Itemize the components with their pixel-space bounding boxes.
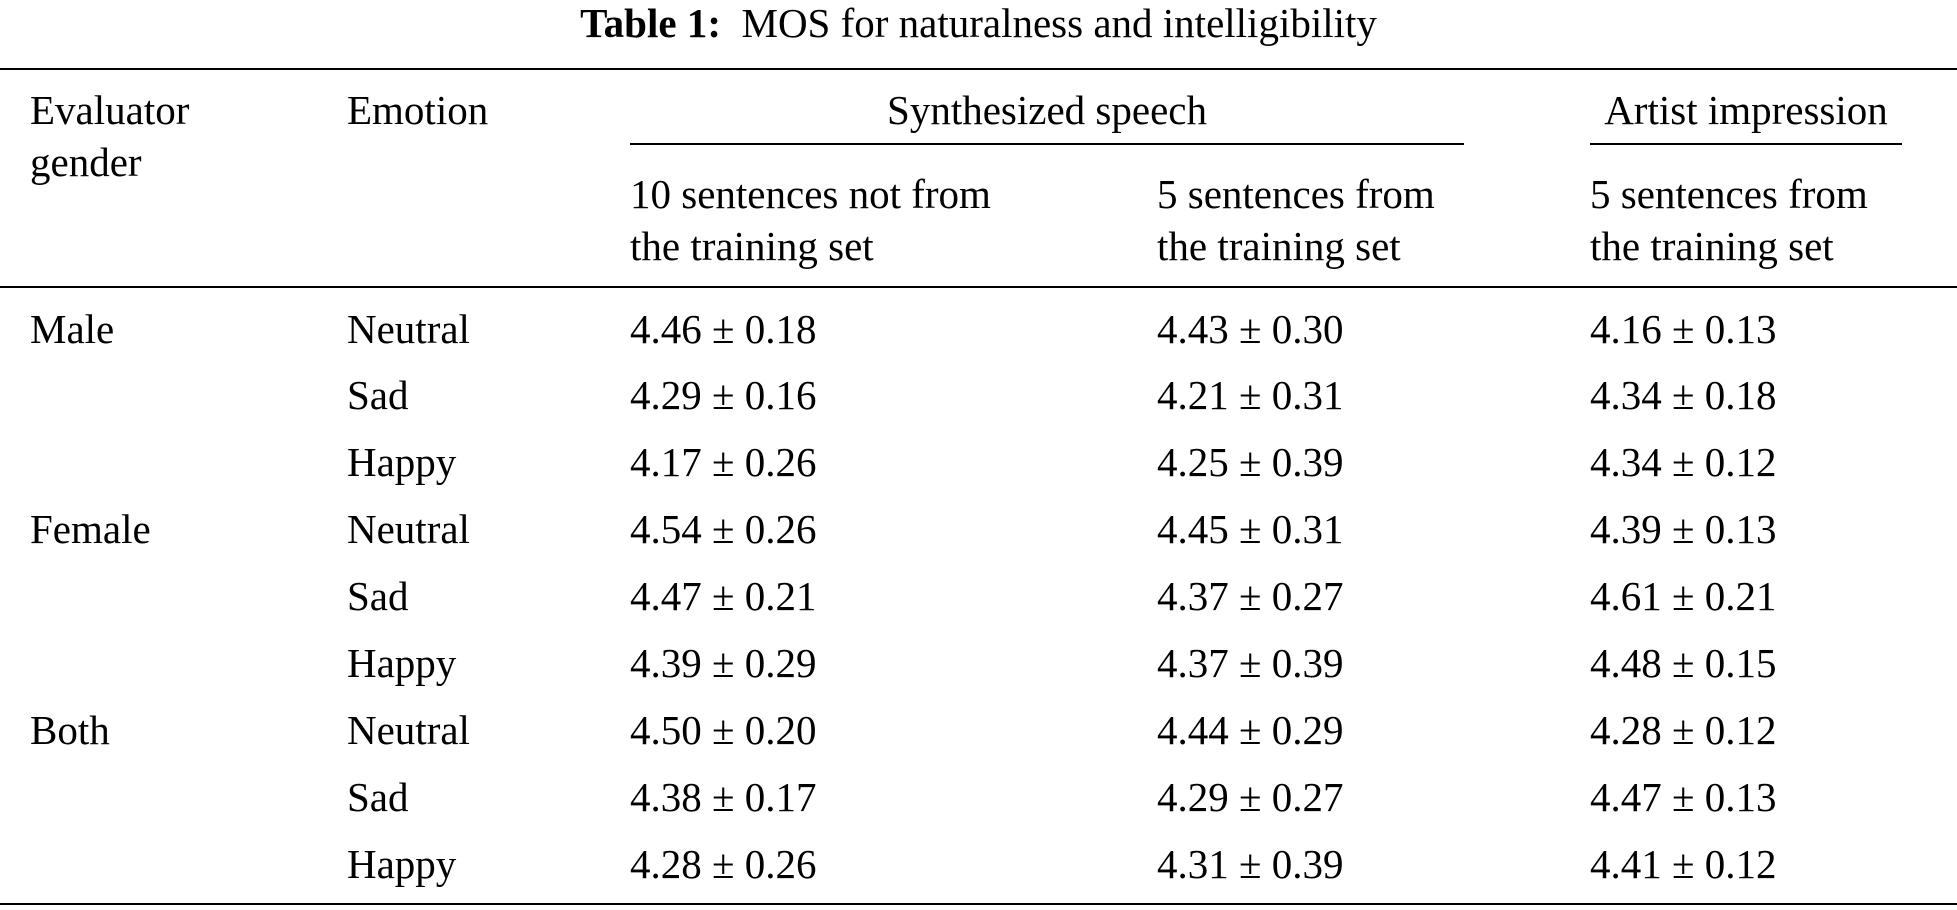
table-caption: Table 1: MOS for naturalness and intelli… bbox=[0, 0, 1957, 46]
header-col3-line1: 5 sentences from bbox=[1590, 171, 1868, 217]
cell-emotion: Sad bbox=[347, 372, 409, 418]
cell-col3: 4.39 ± 0.13 bbox=[1590, 506, 1777, 552]
header-emotion: Emotion bbox=[347, 87, 489, 133]
cell-col1: 4.28 ± 0.26 bbox=[630, 841, 817, 887]
cell-gender: Both bbox=[30, 707, 110, 753]
header-col1-line1: 10 sentences not from bbox=[630, 171, 991, 217]
header-col1-line2: the training set bbox=[630, 223, 874, 269]
synth-group-rule bbox=[630, 143, 1464, 145]
cell-emotion: Happy bbox=[347, 640, 457, 686]
cell-col2: 4.45 ± 0.31 bbox=[1157, 506, 1344, 552]
cell-col1: 4.54 ± 0.26 bbox=[630, 506, 817, 552]
cell-col2: 4.29 ± 0.27 bbox=[1157, 774, 1344, 820]
cell-col3: 4.34 ± 0.18 bbox=[1590, 372, 1777, 418]
top-rule bbox=[0, 68, 1957, 70]
cell-emotion: Happy bbox=[347, 841, 457, 887]
cell-emotion: Sad bbox=[347, 774, 409, 820]
cell-col1: 4.47 ± 0.21 bbox=[630, 573, 817, 619]
cell-col3: 4.28 ± 0.12 bbox=[1590, 707, 1777, 753]
header-col2-line2: the training set bbox=[1157, 223, 1401, 269]
cell-col1: 4.38 ± 0.17 bbox=[630, 774, 817, 820]
cell-emotion: Neutral bbox=[347, 306, 470, 352]
cell-emotion: Happy bbox=[347, 439, 457, 485]
cell-col2: 4.44 ± 0.29 bbox=[1157, 707, 1344, 753]
bottom-rule bbox=[0, 903, 1957, 905]
cell-col1: 4.46 ± 0.18 bbox=[630, 306, 817, 352]
cell-emotion: Neutral bbox=[347, 707, 470, 753]
caption-label: Table 1: bbox=[580, 0, 721, 46]
cell-col2: 4.37 ± 0.27 bbox=[1157, 573, 1344, 619]
cell-col2: 4.37 ± 0.39 bbox=[1157, 640, 1344, 686]
header-col2-line1: 5 sentences from bbox=[1157, 171, 1435, 217]
cell-col1: 4.39 ± 0.29 bbox=[630, 640, 817, 686]
header-evaluator-line1: Evaluator bbox=[30, 87, 190, 133]
cell-col3: 4.61 ± 0.21 bbox=[1590, 573, 1777, 619]
cell-col2: 4.25 ± 0.39 bbox=[1157, 439, 1344, 485]
cell-col2: 4.43 ± 0.30 bbox=[1157, 306, 1344, 352]
cell-col2: 4.31 ± 0.39 bbox=[1157, 841, 1344, 887]
cell-col3: 4.47 ± 0.13 bbox=[1590, 774, 1777, 820]
cell-col3: 4.16 ± 0.13 bbox=[1590, 306, 1777, 352]
artist-group-rule bbox=[1590, 143, 1902, 145]
header-evaluator-line2: gender bbox=[30, 139, 142, 185]
header-group-synthesized: Synthesized speech bbox=[887, 87, 1207, 133]
cell-gender: Female bbox=[30, 506, 151, 552]
cell-col1: 4.17 ± 0.26 bbox=[630, 439, 817, 485]
cell-col2: 4.21 ± 0.31 bbox=[1157, 372, 1344, 418]
header-group-artist: Artist impression bbox=[1604, 87, 1888, 133]
cell-col3: 4.48 ± 0.15 bbox=[1590, 640, 1777, 686]
cell-gender: Male bbox=[30, 306, 115, 352]
cell-col3: 4.34 ± 0.12 bbox=[1590, 439, 1777, 485]
cell-emotion: Sad bbox=[347, 573, 409, 619]
header-rule bbox=[0, 286, 1957, 288]
cell-col1: 4.29 ± 0.16 bbox=[630, 372, 817, 418]
cell-col1: 4.50 ± 0.20 bbox=[630, 707, 817, 753]
cell-col3: 4.41 ± 0.12 bbox=[1590, 841, 1777, 887]
cell-emotion: Neutral bbox=[347, 506, 470, 552]
caption-text: MOS for naturalness and intelligibility bbox=[741, 0, 1377, 46]
header-col3-line2: the training set bbox=[1590, 223, 1834, 269]
